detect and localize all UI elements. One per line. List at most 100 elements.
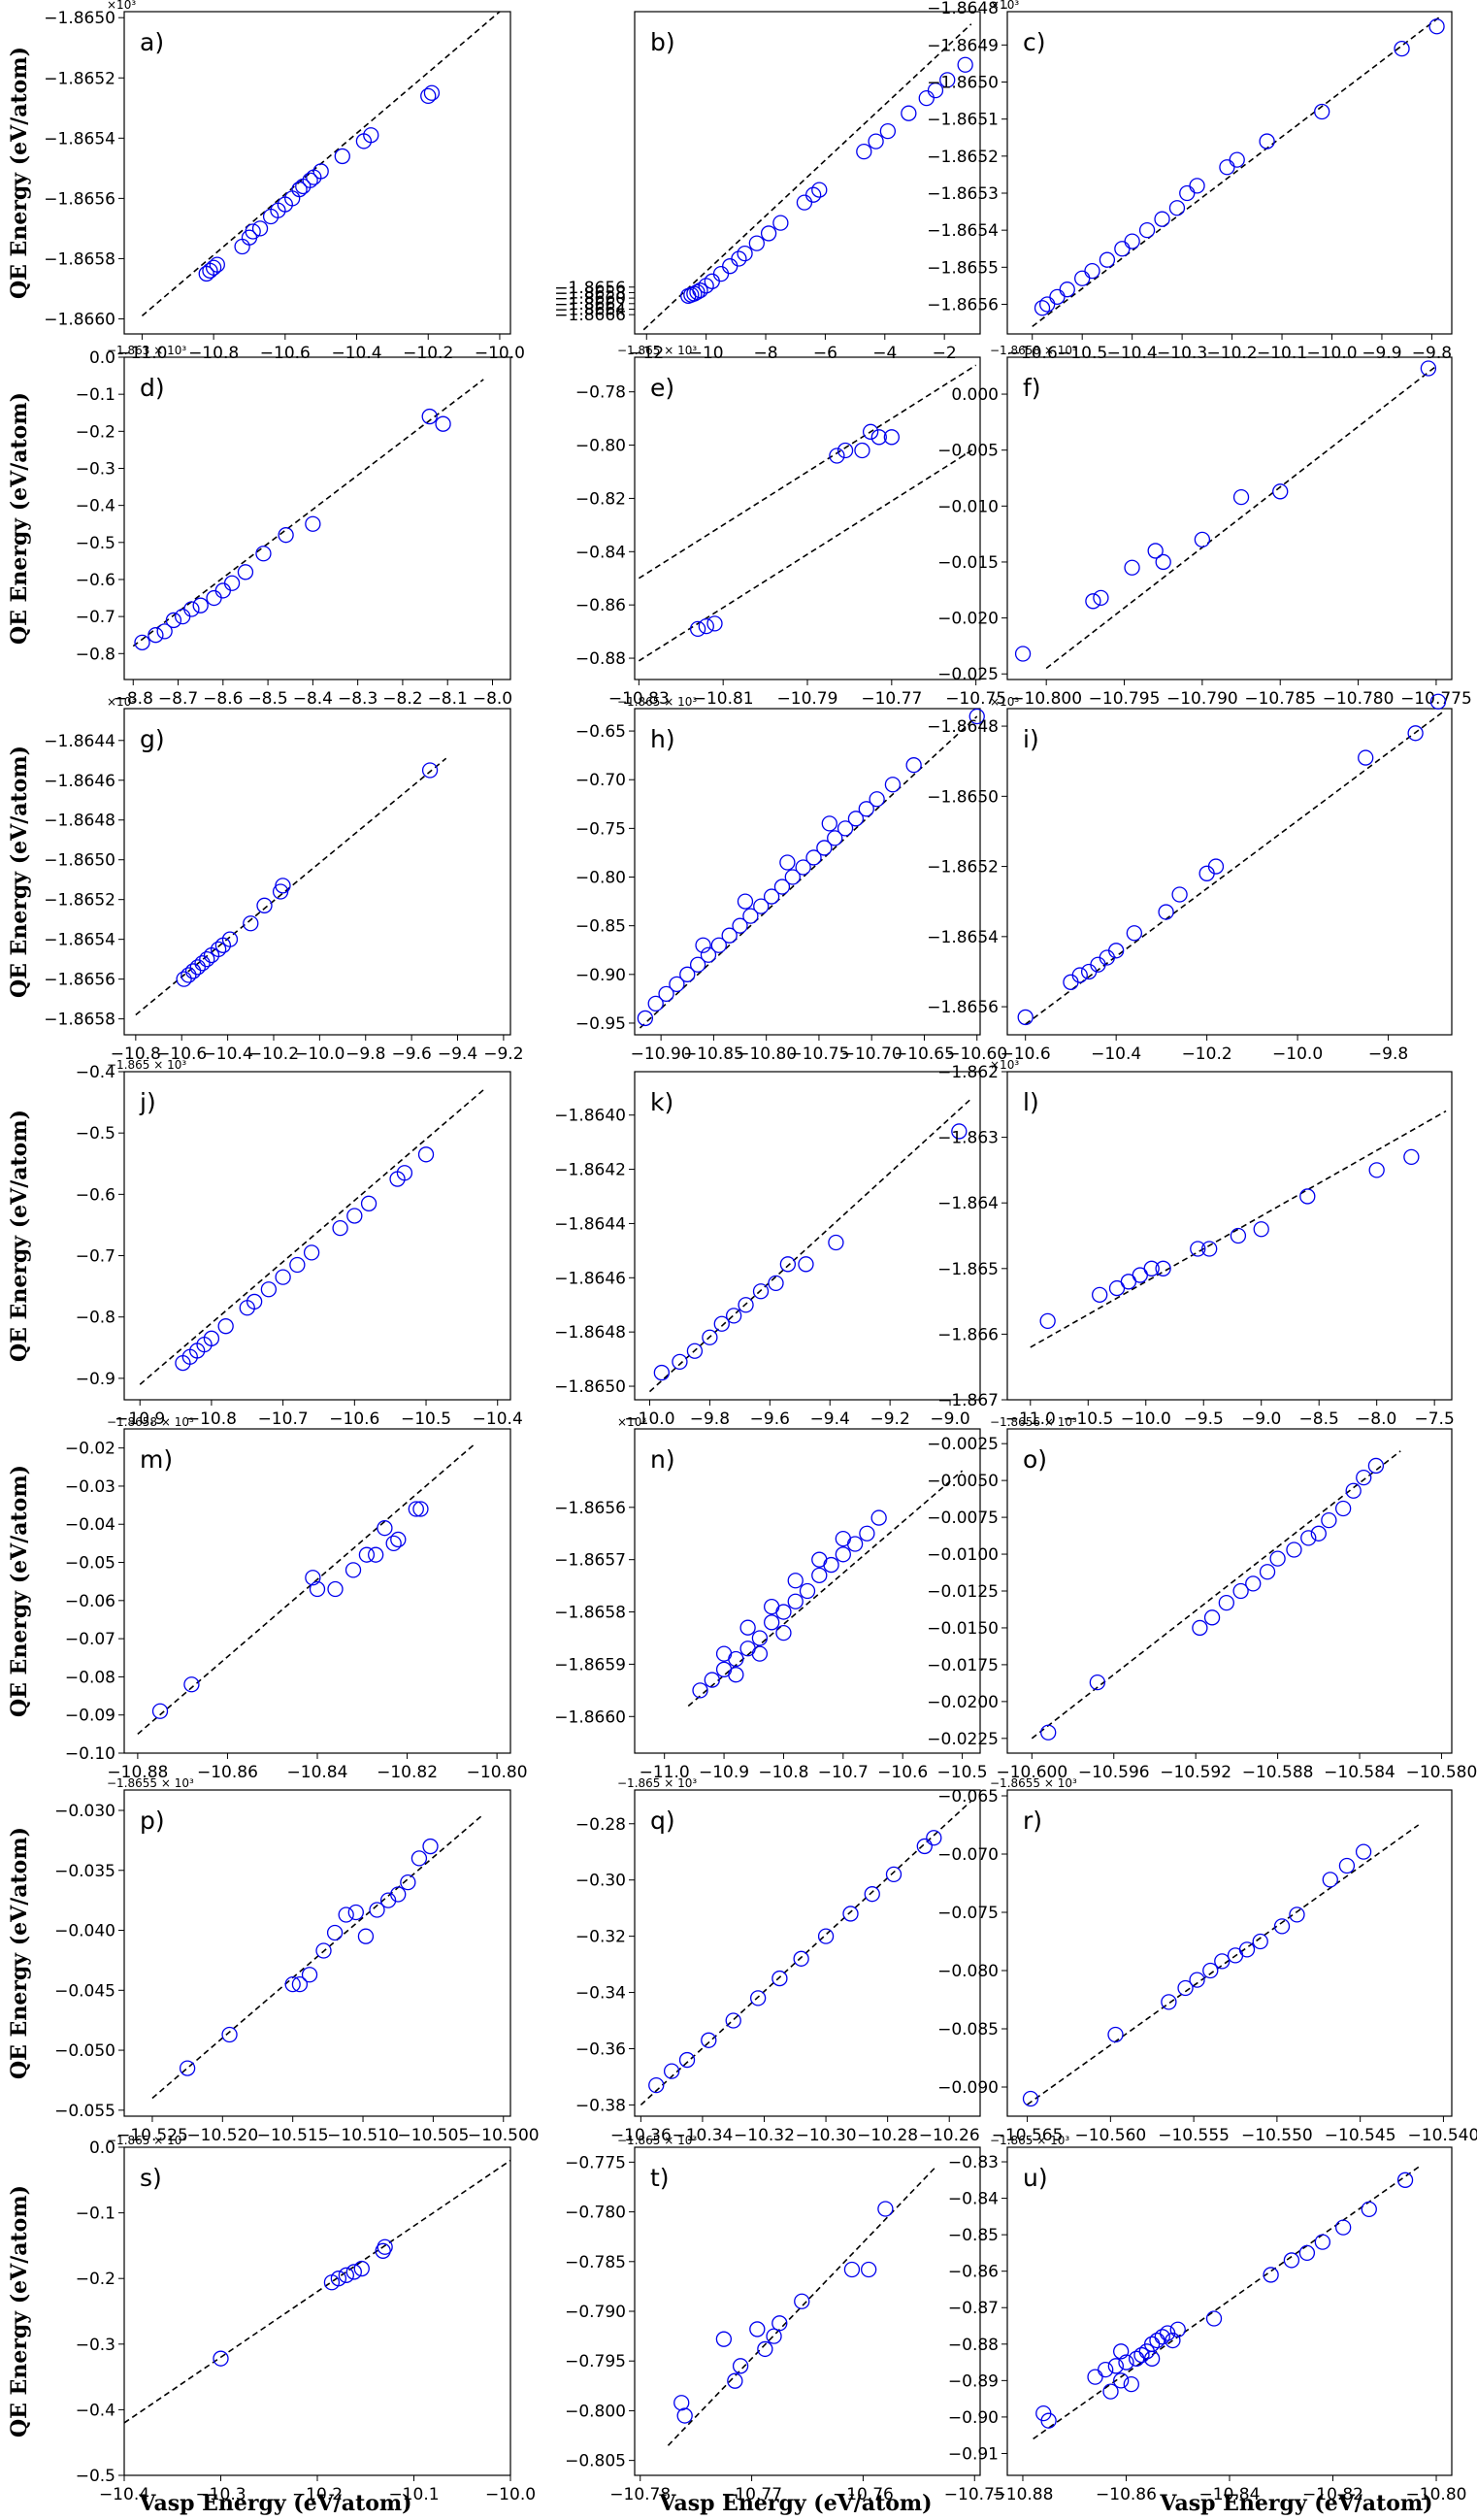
panel-label: p)	[140, 1807, 165, 1835]
x-tick-label: −8.0	[1357, 1409, 1396, 1429]
x-tick-label: −10.80	[467, 1763, 528, 1782]
panel-l: −11.0 −10.5 −10.0 −9.5 −9.0 −8.5 −8.0 −7.5 −1.86…	[937, 1058, 1455, 1429]
data-point	[1198, 865, 1215, 881]
data-point	[749, 2321, 766, 2338]
data-point	[1034, 300, 1051, 316]
x-tick-label: −10.790	[1166, 689, 1238, 709]
data-point	[1168, 200, 1186, 216]
panel-i: −10.6 −10.4 −10.2 −10.0 −9.8 −1.8656 −1.8654 −1…	[927, 693, 1453, 1064]
plot-frame	[1006, 1789, 1453, 2117]
data-point	[1322, 1872, 1338, 1888]
data-point	[1286, 1542, 1302, 1558]
y-tick-label: −0.4	[76, 497, 115, 516]
axis-offset-label: −1.865 × 10³	[107, 1058, 186, 1072]
data-point	[676, 2407, 693, 2424]
data-point	[669, 976, 685, 992]
data-point	[184, 963, 202, 979]
y-tick-label: −0.75	[575, 819, 626, 839]
data-point	[787, 1593, 804, 1609]
data-point	[1132, 1267, 1148, 1283]
y-tick-label: −0.0175	[927, 1656, 999, 1675]
x-axis-label-2: Vasp Energy (eV/atom)	[658, 2491, 932, 2516]
panels: −11.0 −10.8 −10.6 −10.4 −10.2 −10.0−1.8660−1.…	[44, 0, 1477, 2504]
axis-offset-label: −1.865 × 10³	[990, 2134, 1069, 2147]
data-point	[1189, 1972, 1205, 1988]
x-tick-label: −10.82	[1302, 2485, 1363, 2504]
data-point	[275, 1269, 291, 1285]
x-tick-label: −10.77	[721, 2485, 782, 2504]
data-point	[245, 223, 261, 240]
plot-frame	[1006, 356, 1453, 680]
data-point	[1107, 2358, 1124, 2374]
data-point	[701, 2032, 717, 2048]
plot-frame	[1006, 708, 1453, 1036]
x-tick-label: −9.6	[750, 1409, 790, 1429]
data-point	[1049, 288, 1066, 305]
y-tick-label: −1.8650	[554, 1377, 626, 1397]
data-point	[1102, 2383, 1119, 2400]
data-point	[134, 634, 150, 650]
plot-frame	[634, 1789, 981, 2117]
plot-frame	[123, 708, 511, 1036]
y-tick-label: −0.84	[948, 2190, 999, 2209]
data-point	[1133, 2346, 1150, 2364]
data-point	[1189, 178, 1205, 194]
data-point	[859, 1525, 875, 1542]
y-axis-label-row-6: QE Energy (eV/atom)	[7, 1827, 32, 2079]
data-point	[1214, 1953, 1231, 1970]
data-point	[689, 283, 706, 301]
data-point	[1107, 2026, 1124, 2043]
data-point	[1169, 2321, 1186, 2338]
x-tick-label: −10.1	[388, 2485, 439, 2504]
data-point	[256, 897, 273, 913]
data-point	[858, 801, 874, 817]
data-point	[358, 1546, 376, 1563]
x-tick-label: −10.78	[609, 2485, 671, 2504]
y-tick-label: −1.8658	[554, 283, 626, 303]
y-tick-label: −1.8659	[554, 1655, 626, 1674]
data-point	[400, 1873, 416, 1891]
data-point	[842, 1906, 859, 1922]
y-tick-label: −0.0200	[927, 1693, 999, 1712]
plot-frame	[634, 1071, 981, 1401]
data-point	[739, 1619, 756, 1636]
x-tick-label: −10.26	[919, 2126, 980, 2145]
data-point	[901, 105, 917, 121]
y-tick-label: −0.04	[65, 1515, 115, 1535]
panel-q: −10.36 −10.34 −10.32 −10.30 −10.28 −10.26 −0.3…	[575, 1776, 981, 2145]
data-point	[722, 258, 738, 275]
plot-frame	[123, 1789, 511, 2117]
x-tick-label: −10.785	[1244, 689, 1316, 709]
panel-r: −10.565 −10.560 −10.555 −10.550 −10.545 −10.5…	[937, 1776, 1477, 2145]
y-tick-label: −0.28	[575, 1815, 626, 1835]
y-tick-label: −0.5	[76, 534, 115, 553]
fit-line	[1025, 711, 1444, 1025]
data-point	[1085, 593, 1101, 610]
data-point	[721, 927, 738, 944]
x-tick-label: −10.6	[260, 344, 311, 363]
y-tick-label: −1.8652	[927, 858, 999, 878]
data-point	[1358, 749, 1374, 766]
fit-line	[137, 1443, 476, 1735]
x-tick-label: −10.5	[1057, 344, 1107, 363]
data-point	[1252, 1933, 1268, 1950]
data-point	[183, 601, 200, 617]
x-tick-label: −10.540	[1408, 2126, 1477, 2145]
y-tick-label: −1.8662	[554, 295, 626, 315]
data-point	[360, 1195, 377, 1211]
x-tick-label: −10.780	[1323, 689, 1395, 709]
data-point	[663, 2063, 680, 2079]
y-tick-label: −1.8656	[927, 295, 999, 315]
data-point	[753, 898, 770, 914]
data-point	[284, 1975, 301, 1993]
panel-label: n)	[650, 1445, 675, 1474]
data-point	[1232, 488, 1250, 506]
y-tick-label: −1.8654	[44, 931, 115, 950]
data-point	[816, 840, 833, 856]
data-point	[217, 1318, 234, 1335]
y-tick-label: −0.055	[54, 2102, 115, 2121]
x-tick-label: −10.4	[1091, 1044, 1141, 1064]
data-point	[811, 1551, 828, 1568]
x-tick-label: −10.86	[197, 1763, 258, 1782]
data-point	[209, 256, 225, 273]
